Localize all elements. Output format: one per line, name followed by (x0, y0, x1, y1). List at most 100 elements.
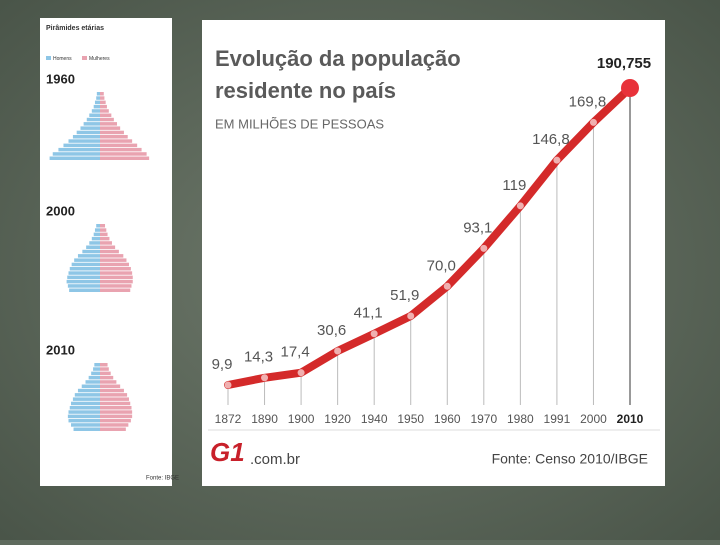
women-bar (100, 245, 116, 249)
source: Fonte: Censo 2010/IBGE (492, 451, 648, 467)
women-bar (100, 279, 133, 284)
point (480, 244, 488, 252)
men-bar (77, 254, 100, 258)
point (553, 156, 561, 164)
infographic-source: Fonte: IBGE (146, 476, 179, 482)
women-bar (100, 228, 107, 232)
x-tick-label: 1900 (288, 412, 315, 426)
point (516, 202, 524, 210)
women-bar (100, 109, 109, 113)
pyramid-year: 1960 (46, 71, 75, 86)
x-tick-label: 2000 (580, 412, 607, 426)
men-bar (73, 427, 100, 431)
men-bar (93, 232, 100, 237)
women-bar (100, 241, 112, 245)
point (621, 79, 639, 97)
point (297, 369, 305, 377)
men-bar (66, 279, 100, 284)
series-line (224, 84, 634, 389)
pyramid-year: 2010 (46, 342, 75, 357)
women-bar (100, 92, 104, 96)
women-bar (100, 258, 127, 262)
x-tick-label: 1890 (251, 412, 278, 426)
pyramid-year: 2000 (46, 203, 75, 218)
men-bar (71, 401, 100, 406)
value-label: 41,1 (354, 305, 383, 322)
x-tick-label: 1960 (434, 412, 461, 426)
women-bar (100, 232, 108, 237)
men-bar (74, 258, 100, 262)
x-tick-label: 1980 (507, 412, 534, 426)
men-bar (71, 262, 100, 267)
men-bar (89, 241, 100, 245)
point (261, 374, 269, 382)
women-bar (100, 147, 142, 152)
women-bar (100, 236, 110, 241)
value-label: 70,0 (427, 257, 456, 274)
men-bar (96, 92, 100, 96)
women-bar (100, 275, 133, 280)
chart-panel (202, 20, 665, 486)
logo-suffix: .com.br (250, 451, 300, 468)
men-bar (96, 96, 100, 100)
men-bar (88, 375, 100, 380)
men-bar (69, 267, 100, 271)
women-bar (100, 100, 106, 105)
men-bar (69, 406, 100, 410)
point (224, 381, 232, 389)
men-bar (67, 275, 100, 280)
women-bar (100, 262, 129, 267)
women-bar (100, 410, 133, 414)
women-bar (100, 122, 118, 126)
men-bar (72, 135, 100, 139)
value-label: 14,3 (244, 349, 273, 366)
men-bar (94, 100, 100, 105)
women-bar (100, 401, 131, 406)
men-bar (82, 249, 100, 254)
value-label: 119 (502, 177, 526, 194)
women-bar (100, 288, 131, 292)
women-bar (100, 397, 129, 401)
chart-title: residente no país (215, 78, 396, 103)
infographic-title: Pirâmides etárias (46, 25, 104, 32)
logo: G1 (210, 437, 245, 467)
women-bar (100, 367, 109, 371)
women-bar (100, 126, 121, 130)
women-bar (100, 139, 133, 143)
women-bar (100, 156, 150, 160)
men-bar (71, 423, 100, 427)
men-bar (91, 371, 100, 376)
women-bar (100, 254, 124, 258)
x-tick-label: 1920 (324, 412, 351, 426)
value-label: 30,6 (317, 322, 346, 339)
legend-label: Homens (53, 56, 72, 62)
women-bar (100, 104, 107, 109)
men-bar (94, 228, 100, 232)
men-bar (52, 152, 100, 156)
women-bar (100, 406, 132, 410)
women-bar (100, 388, 124, 393)
men-bar (67, 284, 100, 288)
x-tick-label: 1940 (361, 412, 388, 426)
men-bar (68, 271, 100, 275)
chart-subtitle: EM MILHÕES DE PESSOAS (215, 116, 384, 131)
point (334, 347, 342, 355)
women-bar (100, 224, 106, 228)
men-bar (93, 367, 100, 371)
men-bar (76, 130, 100, 135)
men-bar (91, 236, 100, 241)
women-bar (100, 371, 111, 376)
women-bar (100, 249, 119, 254)
legend-label: Mulheres (89, 56, 110, 62)
x-tick-label: 1970 (470, 412, 497, 426)
women-bar (100, 418, 131, 423)
value-label: 93,1 (463, 219, 492, 236)
women-bar (100, 152, 147, 156)
men-bar (58, 147, 100, 152)
value-label: 190,755 (597, 55, 651, 72)
legend-swatch (46, 56, 51, 60)
men-bar (80, 126, 100, 130)
women-bar (100, 363, 108, 367)
women-bar (100, 113, 112, 117)
women-bar (100, 414, 133, 419)
